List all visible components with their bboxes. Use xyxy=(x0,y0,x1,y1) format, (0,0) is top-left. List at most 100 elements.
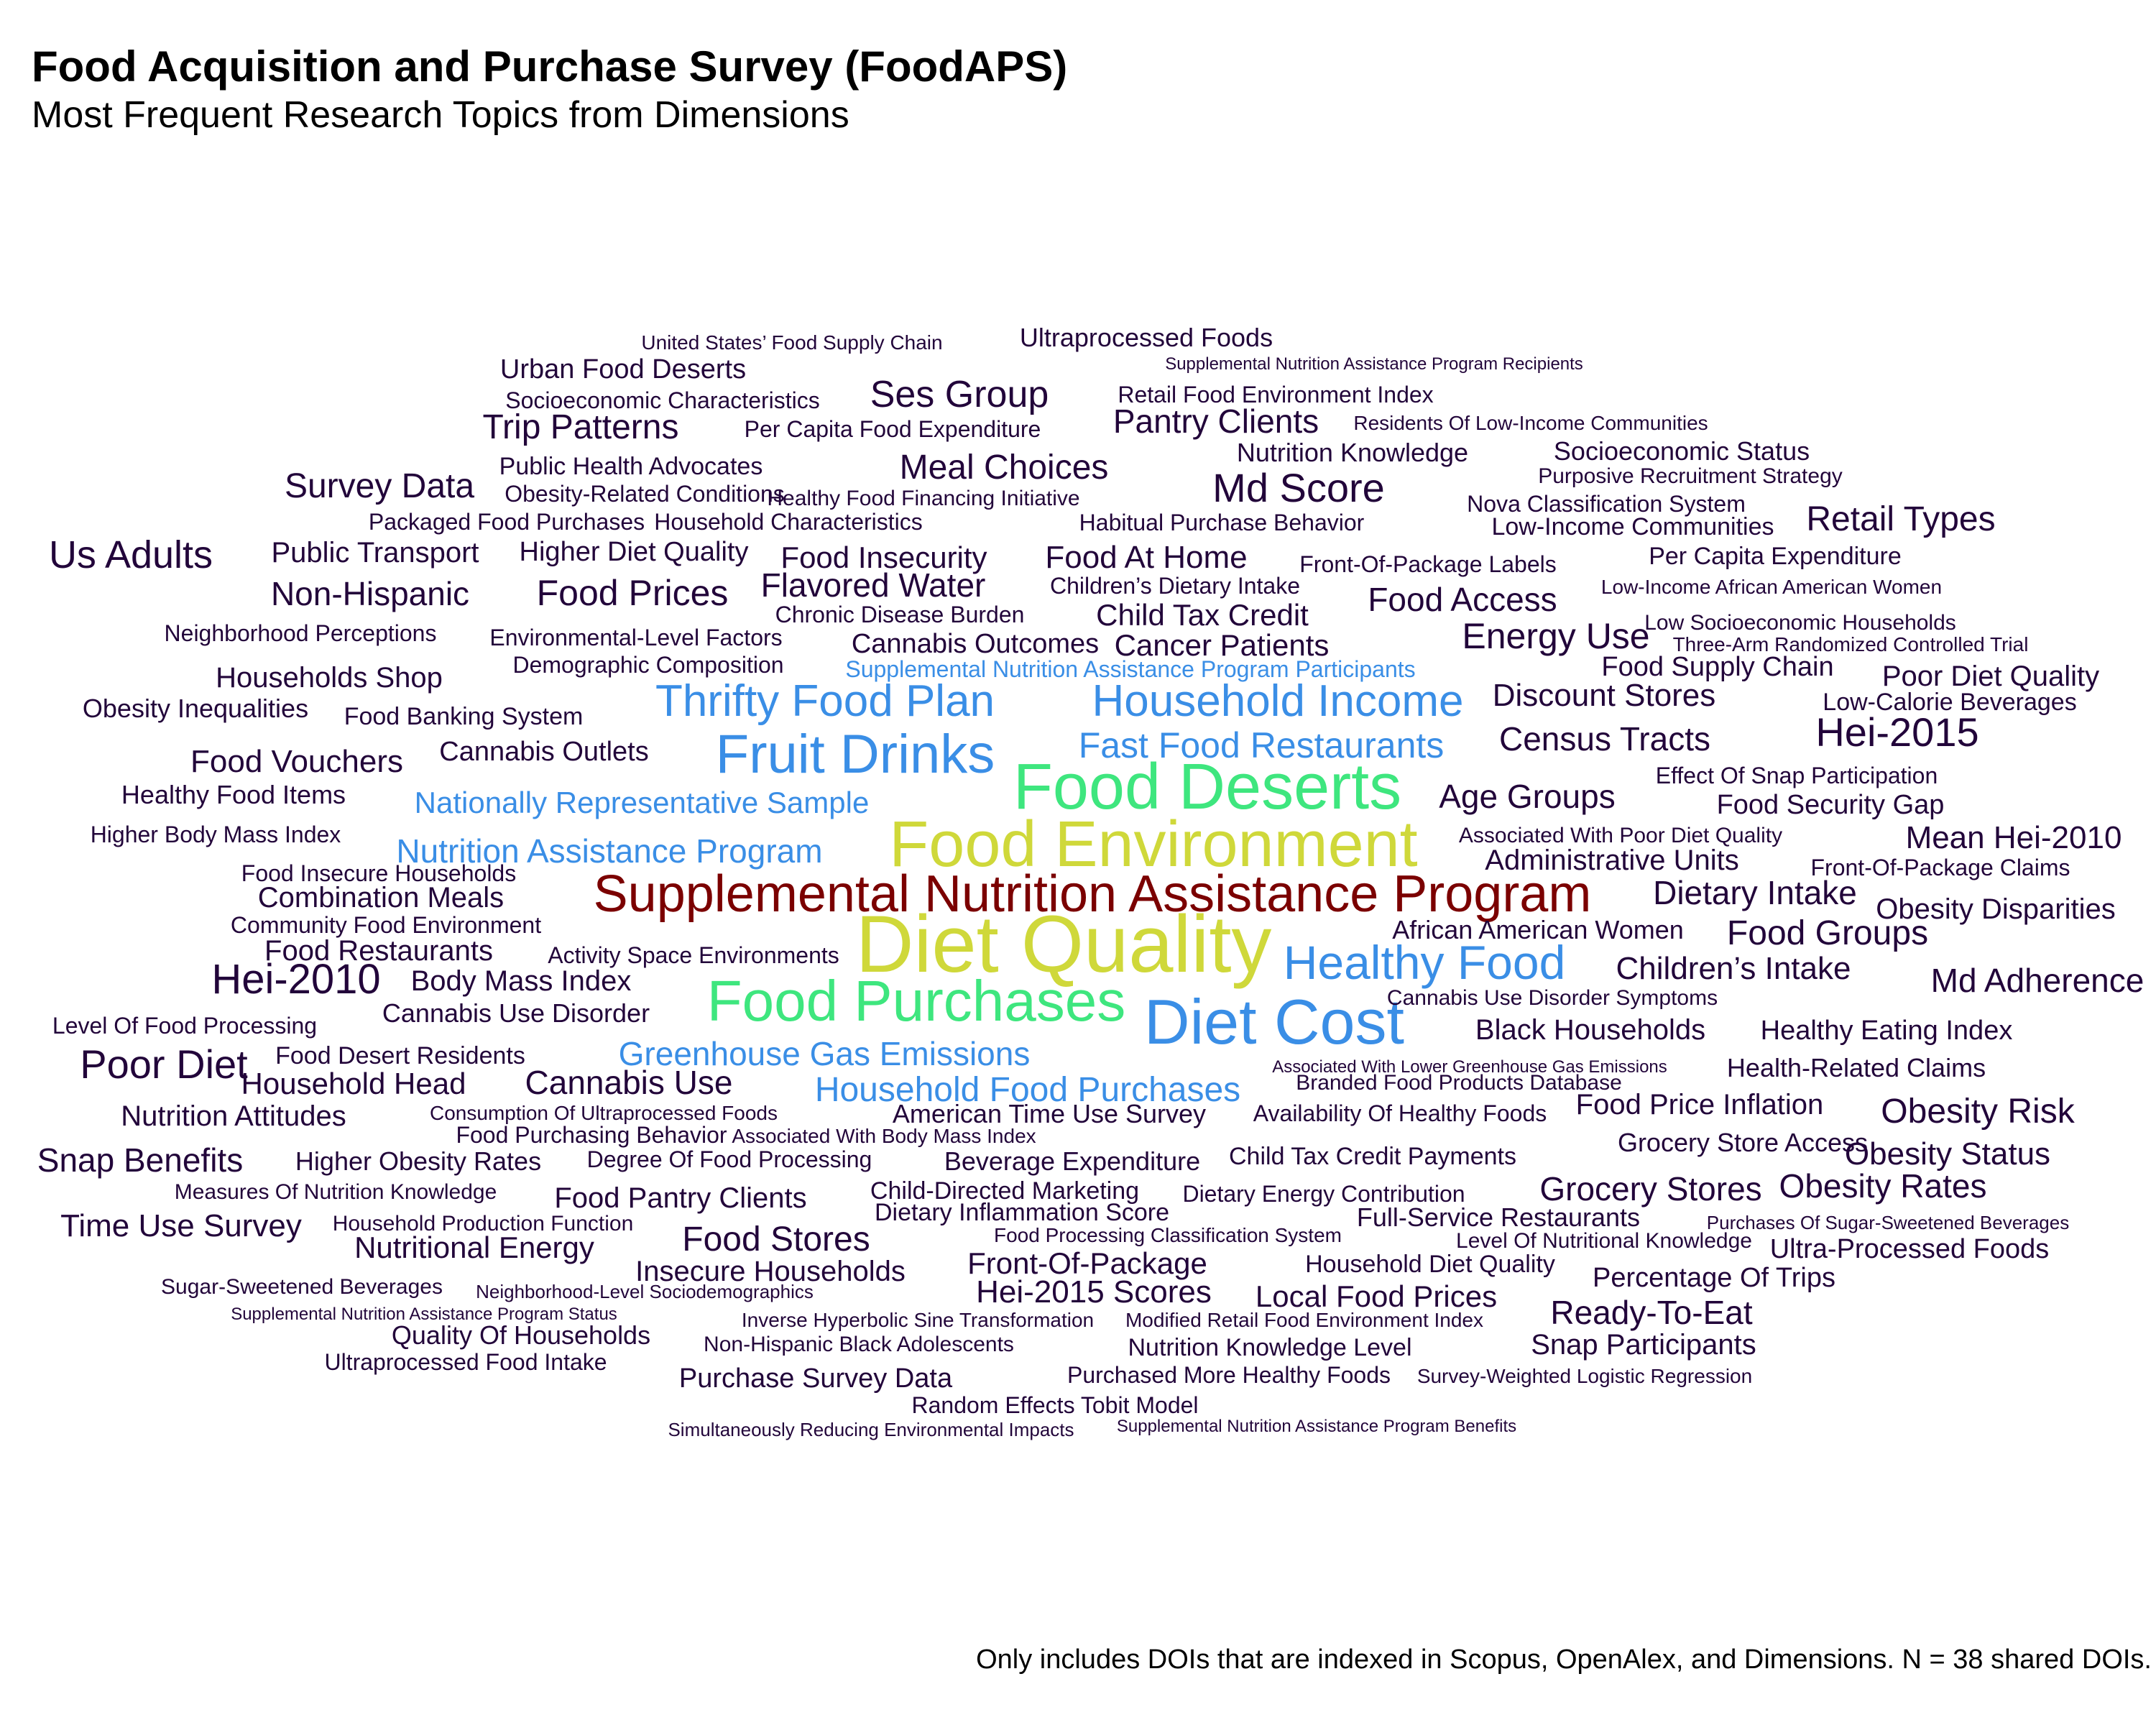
word-inverse-hyperbolic-sine-transformation: Inverse Hyperbolic Sine Transformation xyxy=(742,1309,1094,1331)
word-purchased-more-healthy-foods: Purchased More Healthy Foods xyxy=(1067,1362,1391,1388)
word-household-characteristics: Household Characteristics xyxy=(654,509,923,535)
word-branded-food-products-database: Branded Food Products Database xyxy=(1296,1071,1622,1095)
word-hei-2015-scores: Hei-2015 Scores xyxy=(976,1274,1212,1310)
word-purposive-recruitment-strategy: Purposive Recruitment Strategy xyxy=(1538,464,1843,488)
word-front-of-package-labels: Front-Of-Package Labels xyxy=(1299,551,1557,577)
word-survey-data: Survey Data xyxy=(285,467,474,505)
word-food-prices: Food Prices xyxy=(537,573,729,613)
word-child-directed-marketing: Child-Directed Marketing xyxy=(870,1177,1139,1205)
word-household-diet-quality: Household Diet Quality xyxy=(1305,1251,1555,1278)
word-associated-with-poor-diet-quality: Associated With Poor Diet Quality xyxy=(1459,824,1782,847)
word-low-income-african-american-women: Low-Income African American Women xyxy=(1601,576,1942,598)
word-food-groups: Food Groups xyxy=(1727,914,1928,952)
word-snap-participants: Snap Participants xyxy=(1531,1329,1756,1361)
word-front-of-package: Front-Of-Package xyxy=(967,1246,1207,1280)
word-ultraprocessed-food-intake: Ultraprocessed Food Intake xyxy=(324,1349,607,1375)
word-urban-food-deserts: Urban Food Deserts xyxy=(500,354,746,385)
word-age-groups: Age Groups xyxy=(1439,778,1615,815)
word-low-income-communities: Low-Income Communities xyxy=(1491,513,1774,540)
chart-subtitle: Most Frequent Research Topics from Dimen… xyxy=(32,94,849,136)
word-food-deserts: Food Deserts xyxy=(1013,751,1401,823)
word-healthy-food: Healthy Food xyxy=(1284,936,1566,989)
word-socioeconomic-status: Socioeconomic Status xyxy=(1554,436,1810,466)
word-associated-with-lower-greenhouse-gas-emissions: Associated With Lower Greenhouse Gas Emi… xyxy=(1272,1057,1667,1077)
word-trip-patterns: Trip Patterns xyxy=(483,408,679,446)
word-non-hispanic: Non-Hispanic xyxy=(271,575,469,612)
word-ultra-processed-foods: Ultra-Processed Foods xyxy=(1770,1234,2050,1264)
word-obesity-rates: Obesity Rates xyxy=(1779,1167,1987,1205)
word-public-transport: Public Transport xyxy=(271,537,479,569)
word-african-american-women: African American Women xyxy=(1392,915,1684,944)
word-level-of-food-processing: Level Of Food Processing xyxy=(52,1013,317,1039)
word-percentage-of-trips: Percentage Of Trips xyxy=(1593,1263,1835,1293)
word-food-environment: Food Environment xyxy=(889,809,1417,880)
word-households-shop: Households Shop xyxy=(216,662,443,694)
word-food-at-home: Food At Home xyxy=(1045,540,1247,575)
word-fast-food-restaurants: Fast Food Restaurants xyxy=(1079,725,1445,765)
word-nutrition-knowledge-level: Nutrition Knowledge Level xyxy=(1128,1334,1411,1361)
word-united-states-food-supply-chain: United States’ Food Supply Chain xyxy=(641,331,942,354)
word-higher-obesity-rates: Higher Obesity Rates xyxy=(295,1146,541,1176)
word-healthy-food-financing-initiative: Healthy Food Financing Initiative xyxy=(767,487,1079,510)
word-beverage-expenditure: Beverage Expenditure xyxy=(944,1146,1200,1176)
word-cannabis-use-disorder-symptoms: Cannabis Use Disorder Symptoms xyxy=(1387,986,1718,1010)
word-front-of-package-claims: Front-Of-Package Claims xyxy=(1811,855,2070,880)
word-snap-benefits: Snap Benefits xyxy=(37,1141,243,1179)
word-supplemental-nutrition-assistance-program: Supplemental Nutrition Assistance Progra… xyxy=(594,865,1592,923)
word-food-access: Food Access xyxy=(1368,581,1557,618)
word-obesity-disparities: Obesity Disparities xyxy=(1876,893,2115,925)
word-food-insecurity: Food Insecurity xyxy=(780,540,987,574)
word-us-adults: Us Adults xyxy=(49,533,213,576)
word-retail-types: Retail Types xyxy=(1806,500,1995,538)
word-body-mass-index: Body Mass Index xyxy=(411,965,632,997)
word-community-food-environment: Community Food Environment xyxy=(231,912,541,938)
word-black-households: Black Households xyxy=(1475,1014,1705,1046)
word-nova-classification-system: Nova Classification System xyxy=(1467,491,1746,517)
word-cannabis-outlets: Cannabis Outlets xyxy=(439,737,649,767)
word-supplemental-nutrition-assistance-program-status: Supplemental Nutrition Assistance Progra… xyxy=(231,1305,617,1324)
word-meal-choices: Meal Choices xyxy=(900,448,1109,487)
word-higher-diet-quality: Higher Diet Quality xyxy=(520,537,749,567)
word-public-health-advocates: Public Health Advocates xyxy=(499,453,763,480)
word-neighborhood-level-sociodemographics: Neighborhood-Level Sociodemographics xyxy=(476,1281,814,1302)
word-obesity-status: Obesity Status xyxy=(1845,1136,2050,1172)
word-measures-of-nutrition-knowledge: Measures Of Nutrition Knowledge xyxy=(175,1180,497,1204)
word-higher-body-mass-index: Higher Body Mass Index xyxy=(91,822,341,847)
word-sugar-sweetened-beverages: Sugar-Sweetened Beverages xyxy=(161,1275,443,1299)
word-cannabis-outcomes: Cannabis Outcomes xyxy=(852,629,1099,659)
word-food-stores: Food Stores xyxy=(682,1220,870,1259)
word-food-processing-classification-system: Food Processing Classification System xyxy=(994,1224,1342,1246)
word-healthy-food-items: Healthy Food Items xyxy=(121,780,346,809)
word-cancer-patients: Cancer Patients xyxy=(1115,628,1330,662)
word-health-related-claims: Health-Related Claims xyxy=(1727,1053,1986,1082)
word-food-restaurants: Food Restaurants xyxy=(264,935,493,967)
word-habitual-purchase-behavior: Habitual Purchase Behavior xyxy=(1079,510,1365,535)
word-non-hispanic-black-adolescents: Non-Hispanic Black Adolescents xyxy=(704,1333,1014,1356)
word-purchases-of-sugar-sweetened-beverages: Purchases Of Sugar-Sweetened Beverages xyxy=(1707,1212,2069,1233)
word-energy-use: Energy Use xyxy=(1462,616,1649,656)
word-food-pantry-clients: Food Pantry Clients xyxy=(554,1182,806,1214)
word-cannabis-use-disorder: Cannabis Use Disorder xyxy=(382,998,650,1028)
word-thrifty-food-plan: Thrifty Food Plan xyxy=(655,676,995,726)
word-obesity-related-conditions: Obesity-Related Conditions xyxy=(505,481,785,507)
word-neighborhood-perceptions: Neighborhood Perceptions xyxy=(165,620,437,646)
word-food-price-inflation: Food Price Inflation xyxy=(1576,1089,1824,1121)
word-dietary-intake: Dietary Intake xyxy=(1653,874,1857,911)
word-food-supply-chain: Food Supply Chain xyxy=(1601,652,1833,682)
word-household-head: Household Head xyxy=(241,1067,466,1100)
word-grocery-store-access: Grocery Store Access xyxy=(1618,1128,1868,1157)
word-food-purchasing-behavior: Food Purchasing Behavior xyxy=(456,1122,727,1148)
word-survey-weighted-logistic-regression: Survey-Weighted Logistic Regression xyxy=(1417,1365,1752,1387)
word-food-banking-system: Food Banking System xyxy=(344,703,584,730)
word-grocery-stores: Grocery Stores xyxy=(1539,1170,1761,1208)
word-demographic-composition: Demographic Composition xyxy=(512,652,783,678)
word-nutritional-energy: Nutritional Energy xyxy=(354,1230,594,1264)
word-md-adherence: Md Adherence xyxy=(1931,962,2145,999)
word-children-s-intake: Children’s Intake xyxy=(1616,951,1851,986)
word-food-desert-residents: Food Desert Residents xyxy=(275,1042,525,1070)
word-simultaneously-reducing-environmental-impacts: Simultaneously Reducing Environmental Im… xyxy=(668,1419,1074,1440)
word-associated-with-body-mass-index: Associated With Body Mass Index xyxy=(732,1125,1036,1147)
word-greenhouse-gas-emissions: Greenhouse Gas Emissions xyxy=(619,1035,1031,1072)
word-socioeconomic-characteristics: Socioeconomic Characteristics xyxy=(505,387,820,413)
word-degree-of-food-processing: Degree Of Food Processing xyxy=(587,1146,872,1172)
